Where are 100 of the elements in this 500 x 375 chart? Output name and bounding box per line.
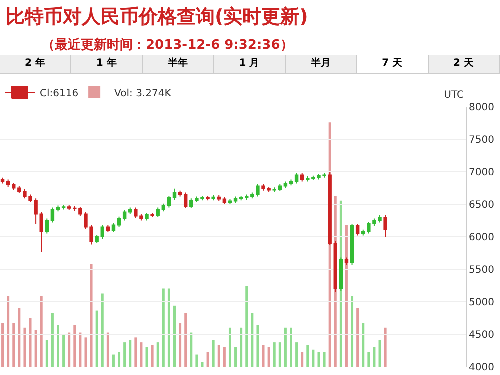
candlestick — [145, 212, 149, 222]
candlestick — [300, 172, 304, 182]
tab-button: 2 天 — [428, 55, 500, 73]
bar — [362, 323, 365, 367]
candlestick — [178, 190, 182, 198]
candlestick — [234, 196, 238, 204]
bar — [373, 347, 376, 367]
bar — [168, 288, 170, 367]
candlestick — [278, 184, 282, 192]
bar — [284, 328, 287, 367]
bar — [106, 332, 110, 367]
bar — [312, 350, 315, 367]
candlestick — [40, 212, 44, 252]
candlestick — [45, 218, 50, 234]
tab-button: 7 天 — [357, 55, 429, 73]
candlestick — [284, 181, 288, 189]
tab-button: 2 年 — [0, 55, 72, 73]
bar — [74, 325, 76, 367]
bar — [228, 328, 232, 367]
bar — [184, 313, 188, 367]
candlestick — [162, 203, 166, 212]
bar — [212, 340, 215, 367]
candlestick — [356, 224, 360, 236]
bar — [162, 288, 165, 367]
bar — [24, 328, 26, 367]
bar — [234, 347, 238, 367]
y-tick-label: 4500 — [469, 330, 494, 341]
candlestick — [362, 229, 366, 236]
bar — [134, 338, 138, 367]
bar — [140, 342, 143, 367]
candlestick — [184, 192, 188, 209]
candlestick — [384, 215, 388, 238]
bar — [151, 345, 154, 367]
bar — [68, 332, 71, 367]
candlestick — [0, 177, 5, 184]
bar — [356, 308, 360, 367]
tab-button: 半年 — [142, 55, 214, 73]
candlestick — [50, 207, 55, 224]
chart-title: 比特币对人民币价格查询(实时更新) — [6, 5, 308, 30]
bar — [318, 352, 320, 367]
bar — [40, 296, 43, 367]
bar — [46, 340, 48, 367]
candlestick — [222, 196, 227, 205]
y-tick-label: 6000 — [469, 232, 494, 244]
bar — [262, 345, 265, 367]
bar — [62, 335, 66, 367]
candlestick — [239, 196, 244, 202]
bar — [273, 342, 276, 367]
candlestick — [62, 204, 66, 210]
bar — [79, 332, 82, 367]
candlestick — [100, 224, 104, 240]
bar — [378, 340, 382, 367]
y-tick-label: 8000 — [469, 102, 494, 114]
bar — [256, 325, 260, 367]
candlestick — [117, 216, 122, 228]
bar — [129, 340, 132, 367]
bar — [384, 328, 387, 367]
bar — [2, 323, 4, 367]
bar — [112, 354, 115, 367]
candlestick — [156, 207, 160, 218]
y-tick-label: 4000 — [469, 362, 494, 374]
candlestick — [272, 187, 276, 193]
text: UTC — [444, 90, 464, 101]
bar — [156, 342, 160, 367]
bar — [29, 318, 32, 367]
candlestick — [122, 210, 127, 222]
bar — [51, 313, 54, 367]
tab-button: 1 月 — [214, 55, 286, 73]
bar — [218, 345, 220, 367]
bar — [345, 225, 348, 367]
bar — [323, 352, 326, 367]
bar — [251, 313, 254, 367]
bar — [201, 362, 204, 367]
bar — [246, 286, 248, 367]
bar — [268, 347, 270, 367]
candlestick — [112, 222, 116, 233]
bar — [306, 345, 310, 367]
bar — [84, 338, 88, 367]
candlestick — [212, 194, 216, 202]
bar — [296, 342, 298, 367]
bar — [278, 342, 282, 367]
bar — [301, 352, 304, 367]
bar — [351, 296, 354, 367]
bar — [240, 328, 243, 367]
candlestick — [150, 212, 154, 218]
bar — [12, 323, 16, 367]
legend-label: Cl:6116 — [40, 88, 79, 100]
tab-button: 1 年 — [71, 55, 143, 73]
bar — [223, 347, 226, 367]
bar — [196, 354, 198, 367]
candlestick — [294, 172, 299, 184]
bar — [368, 352, 370, 367]
y-tick-label: 6500 — [469, 200, 494, 211]
bar — [290, 328, 292, 367]
bar — [190, 332, 193, 367]
bar — [96, 310, 98, 367]
candlestick — [206, 196, 210, 202]
bar — [146, 347, 148, 367]
bar — [179, 323, 182, 367]
bar — [124, 342, 126, 367]
